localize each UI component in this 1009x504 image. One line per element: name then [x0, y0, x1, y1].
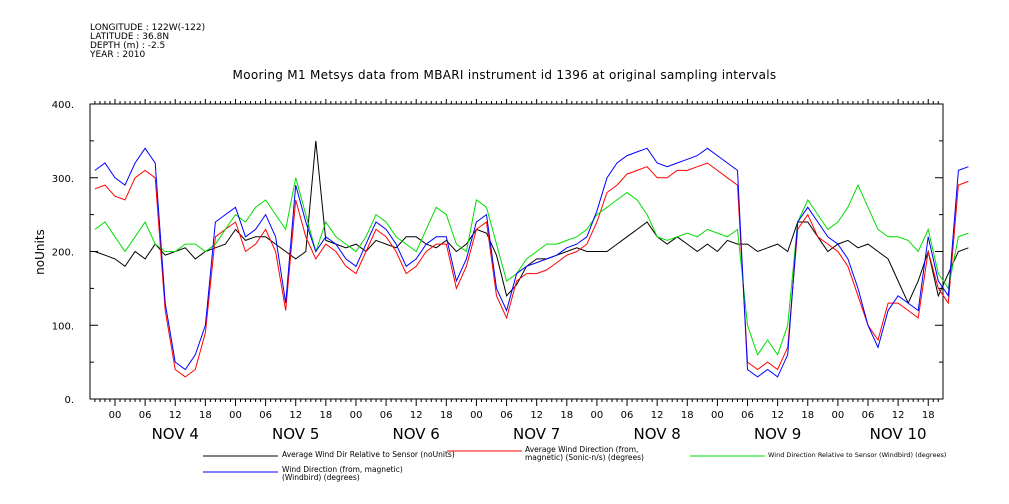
header-latitude: LATITUDE : 36.8N — [90, 32, 170, 42]
x-tick-label: 00 — [591, 410, 604, 421]
series-line-1 — [94, 162, 969, 378]
x-tick-label: 12 — [289, 410, 302, 421]
x-day-label: NOV 10 — [870, 425, 927, 443]
x-tick-label: 00 — [229, 410, 242, 421]
x-tick-label: 18 — [681, 410, 694, 421]
x-tick-label: 12 — [892, 410, 905, 421]
plot-frame — [89, 103, 944, 400]
legend-label-black: Average Wind Dir Relative to Sensor (noU… — [282, 450, 455, 459]
x-tick-label: 18 — [801, 410, 814, 421]
x-tick-label: 06 — [139, 410, 152, 421]
x-tick-label: 12 — [169, 410, 182, 421]
y-tick-label: 0. — [64, 395, 74, 406]
x-day-label: NOV 6 — [393, 425, 440, 443]
x-tick-label: 06 — [862, 410, 875, 421]
x-tick-label: 12 — [410, 410, 423, 421]
x-tick-label: 18 — [922, 410, 935, 421]
x-tick-label: 06 — [741, 410, 754, 421]
x-day-label: NOV 8 — [633, 425, 680, 443]
x-day-label: NOV 9 — [754, 425, 801, 443]
x-tick-label: 06 — [500, 410, 513, 421]
header-depth: DEPTH (m) : -2.5 — [90, 41, 166, 51]
axis-layer: 0. 100. 200. 300. 400. 00 06 12 18 00 06 12 18 00 06 12… — [52, 99, 943, 443]
x-tick-label: 12 — [651, 410, 664, 421]
y-axis-label: noUnits — [33, 229, 47, 275]
chart-title: Mooring M1 Metsys data from MBARI instru… — [232, 68, 777, 82]
series-line-2 — [94, 177, 969, 356]
x-day-label: NOV 7 — [513, 425, 560, 443]
y-tick-label: 300. — [52, 174, 74, 185]
y-tick-label: 100. — [52, 321, 74, 332]
x-day-label: NOV 4 — [152, 425, 199, 443]
x-tick-label: 18 — [440, 410, 453, 421]
x-tick-label: 06 — [380, 410, 393, 421]
x-tick-label: 18 — [319, 410, 332, 421]
x-tick-label: 00 — [832, 410, 845, 421]
x-tick-label: 00 — [109, 410, 122, 421]
y-tick-label: 200. — [52, 248, 74, 259]
x-tick-label: 12 — [771, 410, 784, 421]
legend-label-blue: Wind Direction (from, magnetic) (Windbir… — [282, 465, 403, 482]
x-tick-label: 18 — [199, 410, 212, 421]
x-day-label: NOV 5 — [272, 425, 319, 443]
header-longitude: LONGITUDE : 122W(-122) — [90, 23, 206, 33]
series-line-3 — [94, 147, 969, 378]
legend-label-red: Average Wind Direction (from, magnetic) … — [525, 445, 644, 462]
x-tick-label: 00 — [470, 410, 483, 421]
header-year: YEAR : 2010 — [90, 50, 146, 60]
series-line-0 — [94, 140, 969, 305]
x-tick-label: 18 — [560, 410, 573, 421]
x-tick-label: 06 — [259, 410, 272, 421]
x-tick-label: 00 — [711, 410, 724, 421]
x-tick-label: 06 — [621, 410, 634, 421]
x-tick-label: 00 — [350, 410, 363, 421]
series-layer — [94, 140, 969, 378]
legend-label-green: Wind Direction Relative to Sensor (Windb… — [768, 451, 947, 459]
x-tick-label: 12 — [530, 410, 543, 421]
y-tick-label: 400. — [52, 100, 74, 111]
legend-layer — [203, 450, 765, 473]
